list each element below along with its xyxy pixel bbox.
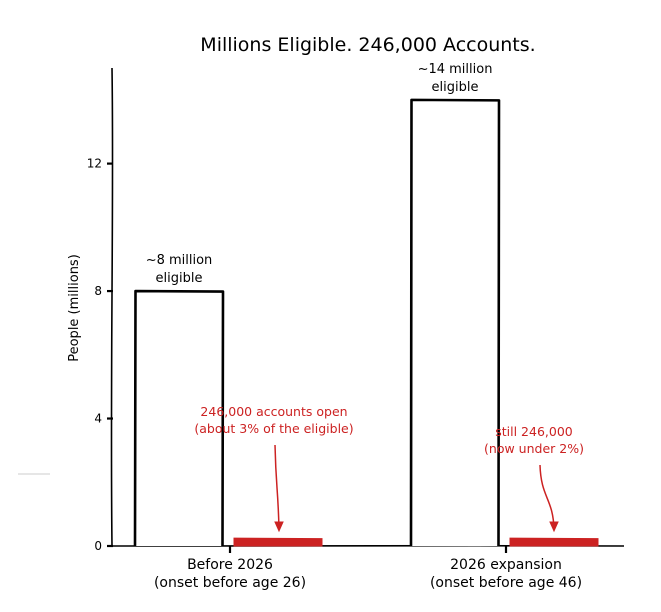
annotation-arrow: [274, 444, 280, 530]
bar: [509, 537, 599, 547]
chart-title: Millions Eligible. 246,000 Accounts.: [200, 34, 535, 56]
annotation-arrow: [539, 464, 555, 530]
annotation: 246,000 accounts open (about 3% of the el…: [194, 404, 353, 436]
arrow-head: [549, 521, 559, 533]
arrow-head: [274, 521, 284, 533]
x-tick-label: 2026 expansion (onset before age 46): [430, 557, 582, 591]
y-tick-label: 0: [94, 539, 102, 553]
bar-data-label: ~14 million eligible: [418, 62, 493, 95]
bar: [233, 537, 323, 547]
annotation: still 246,000 (now under 2%): [484, 424, 584, 456]
y-tick-label: 8: [94, 284, 102, 298]
y-axis-line: [110, 67, 114, 547]
y-tick-label: 4: [94, 412, 102, 426]
plot-area: 0 4 8 12 Before 2026 (onset before age 26) 202…: [18, 62, 625, 591]
bar-data-label: ~8 million eligible: [146, 253, 213, 286]
y-axis-label: People (millions): [67, 254, 82, 362]
bar: [409, 98, 501, 547]
x-tick-label: Before 2026 (onset before age 26): [154, 557, 306, 591]
y-tick-label: 12: [87, 157, 102, 171]
bar: [133, 289, 225, 547]
